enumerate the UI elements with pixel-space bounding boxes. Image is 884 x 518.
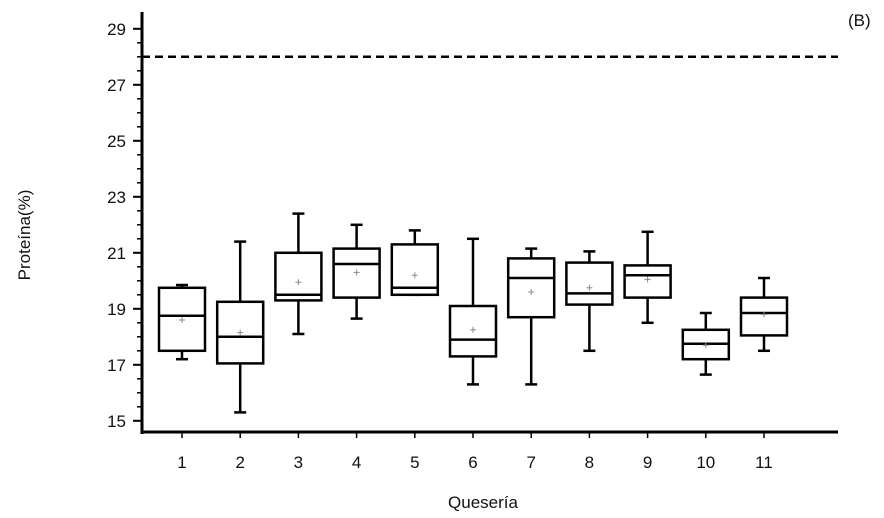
- x-axis-title: Quesería: [448, 493, 518, 512]
- x-tick-label: 3: [294, 453, 303, 472]
- y-axis-title: Proteína(%): [15, 190, 34, 281]
- x-tick-label: 4: [352, 453, 361, 472]
- box-iqr: [390, 243, 440, 297]
- box-iqr: [274, 251, 323, 302]
- x-tick-label: 1: [177, 453, 186, 472]
- x-tick-label: 10: [696, 453, 715, 472]
- box-6: [448, 237, 498, 386]
- box-10: [681, 311, 731, 376]
- box-8: [565, 250, 614, 353]
- box-iqr: [506, 257, 556, 319]
- box-9: [623, 230, 672, 325]
- y-tick-label: 25: [107, 132, 126, 151]
- x-tick-label: 6: [468, 453, 477, 472]
- box-3: [274, 212, 323, 336]
- panel-label: (B): [848, 11, 871, 30]
- y-tick-label: 27: [107, 76, 126, 95]
- y-tick-label: 23: [107, 188, 126, 207]
- box-11: [739, 276, 789, 353]
- x-tick-label: 2: [235, 453, 244, 472]
- box-5: [390, 229, 440, 297]
- box-iqr: [332, 247, 381, 299]
- box-iqr: [157, 286, 207, 353]
- y-tick-label: 17: [107, 356, 126, 375]
- y-tick-label: 21: [107, 244, 126, 263]
- box-1: [157, 283, 207, 361]
- x-tick-label: 11: [755, 453, 773, 472]
- box-7: [506, 247, 556, 386]
- box-iqr: [565, 261, 614, 306]
- box-4: [332, 223, 381, 320]
- y-tick-label: 29: [107, 20, 126, 39]
- x-tick-label: 7: [526, 453, 535, 472]
- box-2: [215, 240, 265, 414]
- y-tick-label: 15: [107, 412, 126, 431]
- x-tick-label: 8: [585, 453, 594, 472]
- x-tick-label: 9: [643, 453, 652, 472]
- x-tick-label: 5: [410, 453, 419, 472]
- y-tick-label: 19: [107, 300, 126, 319]
- boxes-group: [157, 212, 789, 414]
